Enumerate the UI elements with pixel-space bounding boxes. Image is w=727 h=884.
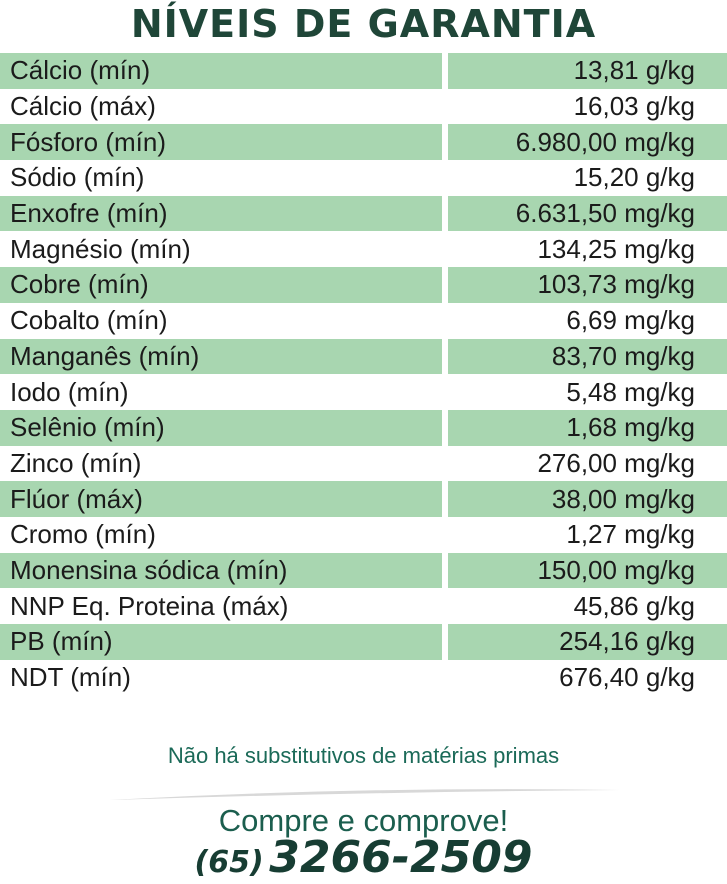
nutrient-value: 1,27 mg/kg — [566, 519, 695, 550]
table-row: Cobre (mín) 103,73 mg/kg — [0, 267, 727, 303]
nutrient-value: 150,00 mg/kg — [448, 552, 727, 589]
table-row: Selênio (mín) 1,68 mg/kg — [0, 409, 727, 446]
nutrient-value: 6,69 mg/kg — [566, 305, 695, 336]
nutrient-value: 6.631,50 mg/kg — [448, 195, 727, 232]
table-row: Manganês (mín) 83,70 mg/kg — [0, 338, 727, 375]
nutrient-name: Iodo (mín) — [10, 376, 129, 407]
table-row: Zinco (mín) 276,00 mg/kg — [0, 446, 727, 482]
nutrient-value: 45,86 g/kg — [573, 590, 695, 621]
nutrient-name: Cromo (mín) — [10, 519, 156, 550]
table-row: PB (mín) 254,16 g/kg — [0, 624, 727, 660]
nutrient-name: Flúor (máx) — [0, 481, 442, 517]
nutrient-name: Sódio (mín) — [10, 162, 145, 193]
nutrient-value: 6.980,00 mg/kg — [448, 124, 727, 161]
table-row: NNP Eq. Proteina (máx) 45,86 g/kg — [0, 588, 727, 624]
table-row: Cromo (mín) 1,27 mg/kg — [0, 517, 727, 553]
nutrient-value: 676,40 g/kg — [559, 662, 695, 693]
swoosh — [110, 789, 620, 800]
nutrient-name: Fósforo (mín) — [0, 124, 442, 161]
table-row: Magnésio (mín) 134,25 mg/kg — [0, 231, 727, 267]
table-row: Monensina sódica (mín) 150,00 mg/kg — [0, 552, 727, 589]
table-row: NDT (mín) 676,40 g/kg — [0, 660, 727, 696]
table-row: Cálcio (mín) 13,81 g/kg — [0, 53, 727, 89]
table-row: Sódio (mín) 15,20 g/kg — [0, 160, 727, 196]
nutrient-name: Magnésio (mín) — [10, 233, 191, 264]
nutrient-name: PB (mín) — [0, 624, 442, 660]
table: Cálcio (mín) 13,81 g/kg Cálcio (máx) 16,03 … — [0, 53, 727, 695]
nutrient-value: 276,00 mg/kg — [537, 447, 695, 478]
nutrient-value: 83,70 mg/kg — [448, 338, 727, 375]
nutrient-name: Cálcio (mín) — [0, 53, 442, 89]
phone: (65) 3266-2509 — [0, 832, 727, 883]
nutrient-name: Zinco (mín) — [10, 447, 142, 478]
nutrient-name: Cobre (mín) — [0, 267, 442, 303]
slogan: Compre e comprove! — [218, 803, 509, 838]
nutrient-name: Cálcio (máx) — [10, 91, 156, 122]
table-row: Iodo (mín) 5,48 mg/kg — [0, 374, 727, 410]
table-row: Cobalto (mín) 6,69 mg/kg — [0, 303, 727, 339]
nutrient-value: 16,03 g/kg — [573, 91, 695, 122]
nutrient-name: Monensina sódica (mín) — [0, 552, 442, 589]
title: NÍVEIS DE GARANTIA — [130, 2, 597, 46]
nutrient-name: Selênio (mín) — [0, 409, 442, 446]
nutrient-value: 134,25 mg/kg — [537, 233, 695, 264]
table-row: Cálcio (máx) 16,03 g/kg — [0, 89, 727, 125]
note: Não há substitutivos de matérias primas — [167, 743, 560, 768]
nutrient-value: 13,81 g/kg — [448, 53, 727, 89]
phone-area: (65) — [194, 845, 264, 880]
nutrient-name: NDT (mín) — [10, 662, 131, 693]
nutrient-value: 103,73 mg/kg — [448, 267, 727, 303]
nutrient-name: Enxofre (mín) — [0, 195, 442, 232]
table-row: Flúor (máx) 38,00 mg/kg — [0, 481, 727, 517]
phone-number: 3266-2509 — [269, 832, 533, 883]
nutrient-value: 1,68 mg/kg — [448, 409, 727, 446]
nutrient-name: Manganês (mín) — [0, 338, 442, 375]
nutrient-value: 5,48 mg/kg — [566, 376, 695, 407]
table-row: Fósforo (mín) 6.980,00 mg/kg — [0, 124, 727, 161]
nutrient-value: 15,20 g/kg — [573, 162, 695, 193]
nutrient-value: 254,16 g/kg — [448, 624, 727, 660]
nutrient-value: 38,00 mg/kg — [448, 481, 727, 517]
table-row: Enxofre (mín) 6.631,50 mg/kg — [0, 195, 727, 232]
nutrient-name: Cobalto (mín) — [10, 305, 168, 336]
nutrient-name: NNP Eq. Proteina (máx) — [10, 590, 289, 621]
